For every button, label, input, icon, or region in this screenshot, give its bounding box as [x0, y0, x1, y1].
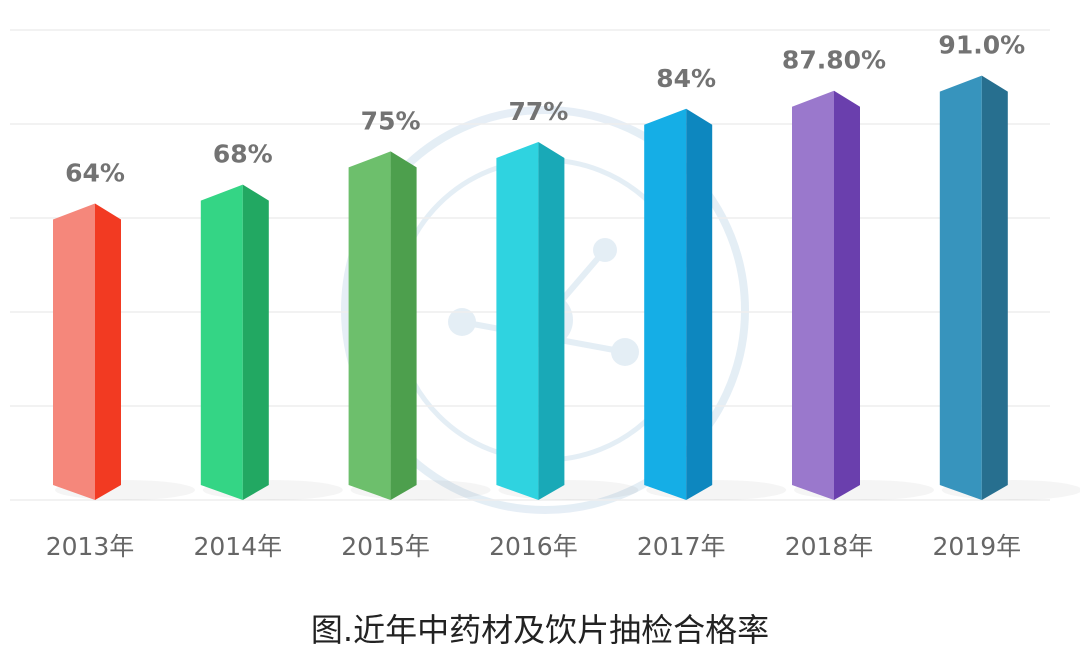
- bar-front-face: [348, 151, 391, 501]
- x-tick-label: 2018年: [785, 532, 874, 561]
- bar-front-face: [200, 184, 243, 500]
- data-label: 68%: [213, 140, 273, 169]
- bar-side-face: [95, 203, 121, 500]
- x-tick-label: 2017年: [637, 532, 726, 561]
- data-label: 75%: [361, 106, 421, 135]
- chart-caption: 图.近年中药材及饮片抽检合格率: [310, 611, 770, 649]
- bar-front-face: [496, 141, 539, 500]
- x-tick-label: 2013年: [46, 532, 135, 561]
- bar-side-face: [686, 108, 713, 500]
- bar-side-face: [390, 151, 417, 501]
- bar-2013年: [53, 203, 195, 500]
- bar-front-face: [792, 90, 834, 501]
- data-label: 91.0%: [938, 31, 1025, 60]
- bar-2014年: [200, 184, 343, 500]
- bar-front-face: [644, 108, 687, 500]
- bar-side-face: [242, 184, 269, 500]
- x-tick-labels: 2013年 2014年 2015年 2016年 2017年 2018年 2019年: [46, 532, 1021, 561]
- bar-side-face: [538, 141, 565, 500]
- bar-chart: 64%68%75% 77%84%87.80%91.0% 2013年 2014年 201…: [10, 29, 1080, 561]
- bars: [53, 75, 1080, 501]
- bar-2016年: [496, 141, 639, 500]
- bar-front-face: [939, 75, 982, 500]
- bar-2018年: [792, 90, 934, 501]
- x-tick-label: 2015年: [341, 532, 430, 561]
- x-tick-label: 2014年: [193, 532, 282, 561]
- data-labels: 64% 68% 75% 77% 84% 87.80% 91.0%: [65, 31, 1025, 188]
- x-tick-label: 2016年: [489, 532, 578, 561]
- data-label: 87.80%: [782, 46, 886, 75]
- bar-front-face: [53, 203, 95, 500]
- x-tick-label: 2019年: [932, 532, 1021, 561]
- bar-2015年: [348, 151, 491, 501]
- bar-side-face: [981, 75, 1008, 500]
- bar-2017年: [644, 108, 787, 500]
- bar-2019年: [939, 75, 1080, 500]
- data-label: 84%: [656, 64, 716, 93]
- data-label: 77%: [508, 97, 568, 126]
- data-label: 64%: [65, 159, 125, 188]
- bar-side-face: [834, 90, 860, 501]
